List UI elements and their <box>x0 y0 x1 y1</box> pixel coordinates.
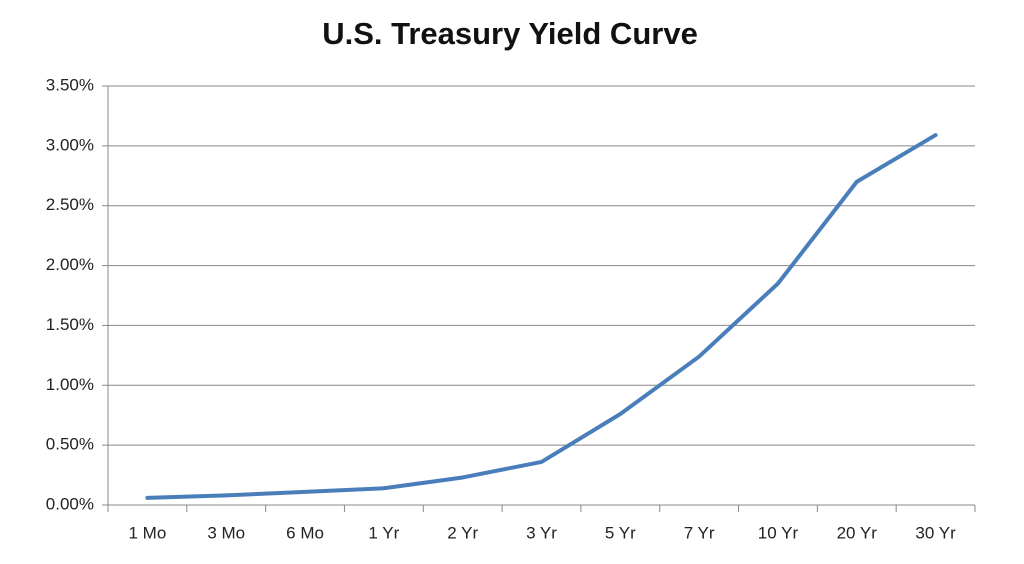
x-tick-label: 5 Yr <box>605 523 636 542</box>
y-tick-label: 3.00% <box>46 135 94 154</box>
y-tick-label: 2.50% <box>46 195 94 214</box>
x-tick-label: 20 Yr <box>837 523 878 542</box>
y-tick-label: 1.50% <box>46 315 94 334</box>
y-tick-label: 0.00% <box>46 494 94 513</box>
line <box>145 133 938 500</box>
y-tick-label: 2.00% <box>46 255 94 274</box>
y-tick-label: 3.50% <box>46 75 94 94</box>
x-tick-label: 30 Yr <box>915 523 956 542</box>
chart-title: U.S. Treasury Yield Curve <box>322 16 698 51</box>
x-tick-label: 2 Yr <box>447 523 478 542</box>
y-tick-label: 1.00% <box>46 375 94 394</box>
y-tick-label: 0.50% <box>46 435 94 454</box>
x-tick-label: 6 Mo <box>286 523 324 542</box>
x-tick-label: 1 Yr <box>368 523 399 542</box>
x-tick-label: 7 Yr <box>684 523 715 542</box>
x-tick-label: 1 Mo <box>129 523 167 542</box>
x-tick-label: 3 Yr <box>526 523 557 542</box>
x-tick-label: 3 Mo <box>207 523 245 542</box>
x-tick-label: 10 Yr <box>758 523 799 542</box>
